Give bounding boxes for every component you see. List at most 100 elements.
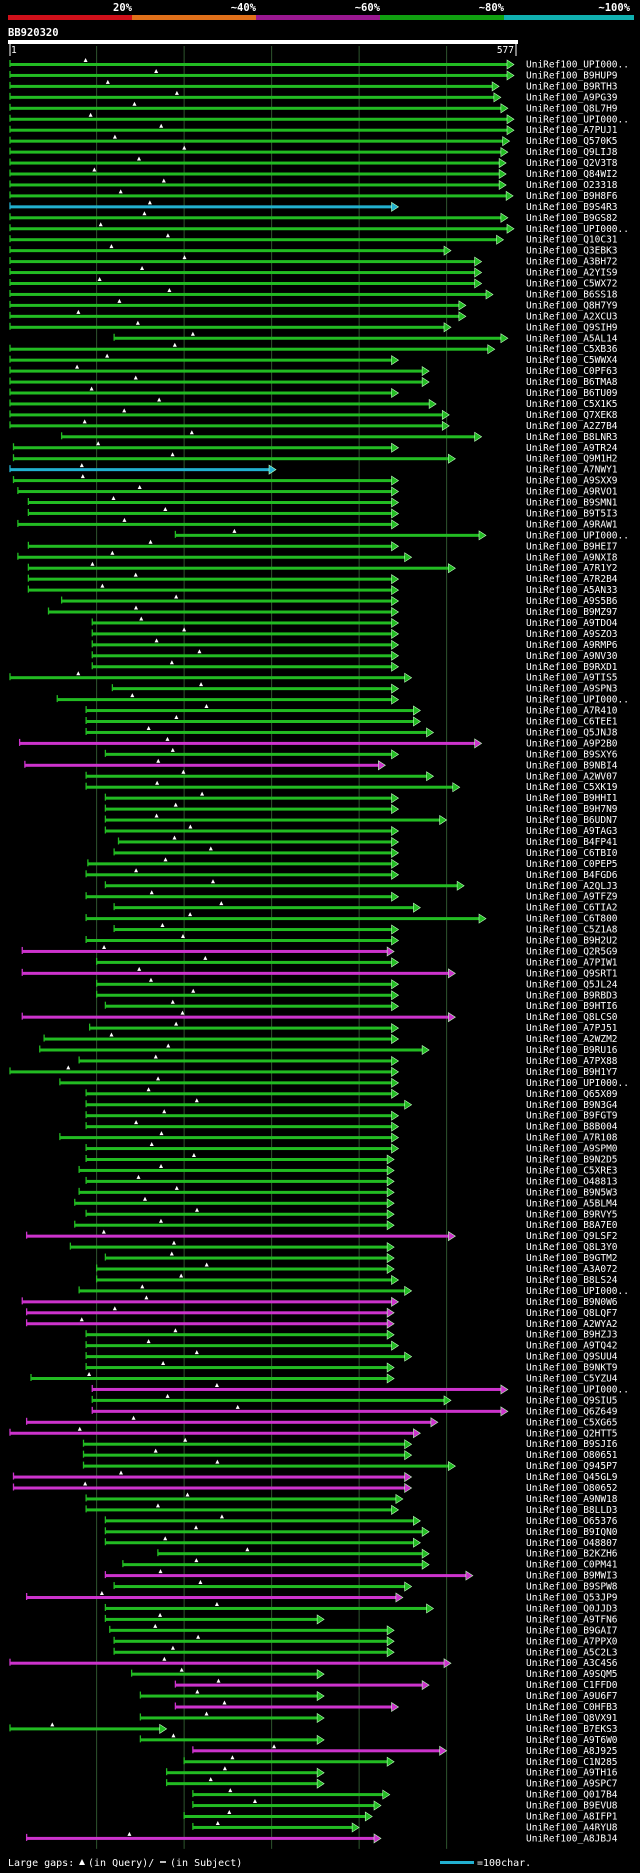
hit-label[interactable]: UniRef100_Q5JL24 xyxy=(526,979,618,990)
hit-bar[interactable] xyxy=(166,1771,319,1775)
hit-bar[interactable] xyxy=(86,1344,393,1348)
hit-label[interactable]: UniRef100_Q8H7Y9 xyxy=(526,300,618,311)
hit-label[interactable]: UniRef100_Q9LIJ8 xyxy=(526,147,618,158)
hit-row[interactable]: UniRef100_C6TBI0 xyxy=(113,846,618,859)
hit-row[interactable]: UniRef100_A9NW18 xyxy=(85,1492,618,1505)
hit-row[interactable]: UniRef100_A9TFZ9 xyxy=(85,890,618,903)
hit-label[interactable]: UniRef100_A9TAG3 xyxy=(526,826,618,837)
hit-bar[interactable] xyxy=(13,479,393,483)
hit-bar[interactable] xyxy=(86,1125,393,1129)
hit-row[interactable]: UniRef100_B9HTI6 xyxy=(104,999,618,1013)
hit-label[interactable]: UniRef100_A8IFP1 xyxy=(526,1812,618,1823)
hit-label[interactable]: UniRef100_Q10C31 xyxy=(526,235,618,246)
hit-bar[interactable] xyxy=(105,818,441,822)
hit-label[interactable]: UniRef100_B9RBD3 xyxy=(526,990,618,1001)
hit-row[interactable]: UniRef100_B9S4R3 xyxy=(9,200,618,213)
hit-label[interactable]: UniRef100_B6UDN7 xyxy=(526,815,618,826)
hit-row[interactable]: UniRef100_A9TQ42 xyxy=(85,1339,618,1352)
hit-bar[interactable] xyxy=(86,1508,393,1512)
hit-bar[interactable] xyxy=(157,1552,424,1556)
hit-label[interactable]: UniRef100_B4FP41 xyxy=(526,837,618,848)
hit-label[interactable]: UniRef100_B9EVU8 xyxy=(526,1801,618,1812)
hit-label[interactable]: UniRef100_Q570K5 xyxy=(526,136,618,147)
hit-row[interactable]: UniRef100_A7PX88 xyxy=(78,1054,618,1067)
hit-bar[interactable] xyxy=(10,325,445,329)
hit-bar[interactable] xyxy=(92,1398,445,1402)
hit-label[interactable]: UniRef100_A7R108 xyxy=(526,1133,618,1144)
hit-row[interactable]: UniRef100_UPI000.. xyxy=(9,112,629,126)
hit-row[interactable]: UniRef100_B9SXY6 xyxy=(104,747,618,761)
hit-label[interactable]: UniRef100_A9TIS5 xyxy=(526,673,618,684)
hit-row[interactable]: UniRef100_A7PIW1 xyxy=(95,955,618,969)
hit-bar[interactable] xyxy=(86,1179,389,1183)
hit-row[interactable]: UniRef100_B9SPW8 xyxy=(113,1580,618,1593)
hit-row[interactable]: UniRef100_B9HHI1 xyxy=(104,791,618,805)
hit-row[interactable]: UniRef100_Q8LQF7 xyxy=(25,1306,618,1319)
hit-row[interactable]: UniRef100_B9RU16 xyxy=(39,1043,618,1057)
hit-bar[interactable] xyxy=(10,1431,415,1435)
hit-bar[interactable] xyxy=(109,1628,389,1632)
hit-label[interactable]: UniRef100_B7EKS3 xyxy=(526,1724,618,1735)
hit-label[interactable]: UniRef100_A5AL14 xyxy=(526,333,618,344)
hit-row[interactable]: UniRef100_C5X1K5 xyxy=(9,397,618,410)
hit-label[interactable]: UniRef100_Q0JJD3 xyxy=(526,1603,618,1614)
hit-label[interactable]: UniRef100_B9H2U2 xyxy=(526,936,618,947)
hit-bar[interactable] xyxy=(105,796,393,800)
hit-row[interactable]: UniRef100_C5XK19 xyxy=(85,780,618,794)
hit-bar[interactable] xyxy=(105,1256,389,1260)
hit-row[interactable]: UniRef100_UPI000.. xyxy=(174,528,629,542)
hit-row[interactable]: UniRef100_UPI000.. xyxy=(9,58,629,71)
hit-bar[interactable] xyxy=(92,1409,502,1413)
hit-bar[interactable] xyxy=(44,1037,393,1041)
hit-label[interactable]: UniRef100_A9TH16 xyxy=(526,1768,618,1779)
hit-label[interactable]: UniRef100_B9IQN0 xyxy=(526,1527,618,1538)
hit-bar[interactable] xyxy=(92,643,393,647)
hit-row[interactable]: UniRef100_Q65X09 xyxy=(85,1087,618,1100)
hit-label[interactable]: UniRef100_A7PJ51 xyxy=(526,1023,618,1034)
hit-bar[interactable] xyxy=(140,1716,319,1720)
hit-bar[interactable] xyxy=(22,1015,450,1019)
hit-label[interactable]: UniRef100_C5YZU4 xyxy=(526,1374,618,1385)
hit-label[interactable]: UniRef100_A7R1Y2 xyxy=(526,563,618,574)
hit-row[interactable]: UniRef100_A9SPN3 xyxy=(111,682,618,695)
hit-label[interactable]: UniRef100_A9RMP6 xyxy=(526,640,618,651)
hit-bar[interactable] xyxy=(74,1223,389,1227)
hit-label[interactable]: UniRef100_A2WV07 xyxy=(526,771,618,782)
hit-bar[interactable] xyxy=(10,402,431,406)
hit-label[interactable]: UniRef100_B8LLD3 xyxy=(526,1505,618,1516)
hit-row[interactable]: UniRef100_Q7XEK8 xyxy=(9,408,618,421)
hit-label[interactable]: UniRef100_A3C4S6 xyxy=(526,1658,618,1669)
hit-label[interactable]: UniRef100_C5XK19 xyxy=(526,782,618,793)
hit-bar[interactable] xyxy=(10,106,502,110)
hit-row[interactable]: UniRef100_B9NBI4 xyxy=(24,758,618,772)
hit-row[interactable]: UniRef100_Q9SUU4 xyxy=(85,1350,618,1363)
hit-bar[interactable] xyxy=(17,490,393,494)
hit-bar[interactable] xyxy=(79,1059,393,1063)
hit-label[interactable]: UniRef100_Q84WI2 xyxy=(526,169,618,180)
hit-bar[interactable] xyxy=(83,1464,450,1468)
hit-bar[interactable] xyxy=(26,1596,397,1599)
hit-row[interactable]: UniRef100_Q570K5 xyxy=(9,134,618,148)
hit-row[interactable]: UniRef100_A9T6W0 xyxy=(139,1733,618,1746)
hit-bar[interactable] xyxy=(105,752,393,756)
hit-row[interactable]: UniRef100_B9H1Y7 xyxy=(9,1065,618,1078)
hit-row[interactable]: UniRef100_A7PPX0 xyxy=(113,1634,618,1648)
hit-bar[interactable] xyxy=(86,1366,389,1370)
hit-label[interactable]: UniRef100_B9GS82 xyxy=(526,213,618,224)
hit-bar[interactable] xyxy=(10,676,406,680)
hit-row[interactable]: UniRef100_A8J925 xyxy=(192,1744,618,1757)
hit-row[interactable]: UniRef100_A3A072 xyxy=(95,1262,618,1276)
hit-row[interactable]: UniRef100_B9RTH3 xyxy=(9,79,618,93)
hit-row[interactable]: UniRef100_B9MZ97 xyxy=(47,605,618,619)
hit-row[interactable]: UniRef100_A3C4S6 xyxy=(9,1656,618,1670)
hit-bar[interactable] xyxy=(175,1705,393,1709)
hit-bar[interactable] xyxy=(92,621,393,625)
hit-bar[interactable] xyxy=(86,709,415,713)
hit-label[interactable]: UniRef100_A2WZM2 xyxy=(526,1034,618,1045)
hit-row[interactable]: UniRef100_A9SZO3 xyxy=(91,627,618,640)
hit-label[interactable]: UniRef100_A4RYU8 xyxy=(526,1822,618,1833)
hit-row[interactable]: UniRef100_A8IFP1 xyxy=(183,1810,618,1823)
hit-label[interactable]: UniRef100_O48807 xyxy=(526,1538,618,1549)
hit-label[interactable]: UniRef100_A2XCU3 xyxy=(526,311,618,322)
hit-row[interactable]: UniRef100_C5YZU4 xyxy=(30,1372,618,1385)
